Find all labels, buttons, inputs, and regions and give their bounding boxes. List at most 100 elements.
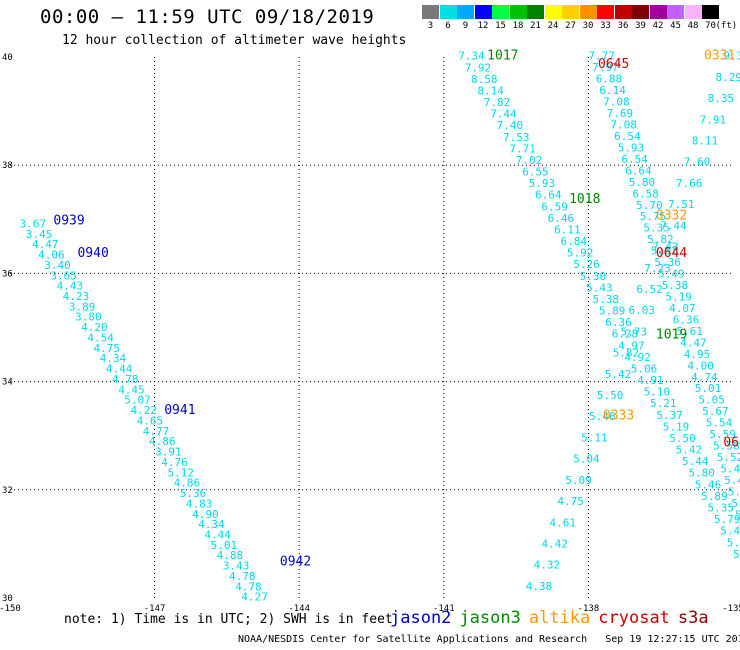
swh-value: 4.43 [57, 280, 84, 293]
legend-label: 27 [565, 21, 576, 31]
swh-value: 5.37 [728, 485, 740, 498]
legend-swatch [492, 5, 509, 19]
swh-value: 5.11 [581, 431, 608, 444]
pass-labels: 0939 0940 0941 0942 1017 1018 1019 0645 0644 0643… [53, 49, 740, 570]
legend-label: 33 [600, 21, 611, 31]
swh-value: 5.01 [695, 382, 722, 395]
swh-value: 5.06 [631, 363, 658, 376]
swh-value: 5.05 [739, 520, 740, 533]
swh-values: 3.673.454.474.063.403.654.434.233.893.80… [20, 50, 740, 604]
pass-time-label: 0333 [603, 408, 634, 423]
swh-value: 5.26 [573, 258, 600, 271]
legend-label: 9 [462, 21, 469, 31]
swh-value: 4.47 [680, 336, 707, 349]
swh-value: 4.83 [186, 497, 213, 510]
legend-swatch [684, 5, 702, 19]
pass-time-label: 1019 [656, 327, 687, 342]
legend-unit: (ft) [715, 21, 738, 31]
swh-value: 7.97 [592, 61, 619, 74]
legend-label: 48 [687, 21, 699, 31]
swh-value: 5.35 [643, 222, 670, 235]
pass-time-label: 1018 [569, 192, 600, 207]
legend-label: 70 [705, 21, 716, 31]
legend-label: 42 [652, 21, 664, 31]
swh-value: 6.58 [632, 187, 659, 200]
swh-value: 5.89 [701, 490, 728, 503]
swh-value: 7.51 [668, 198, 695, 211]
swh-value: 5.09 [565, 474, 592, 487]
swh-value: 5.49 [720, 463, 740, 476]
swh-value: 5.05 [698, 394, 725, 407]
legend-swatch [457, 5, 474, 19]
pass-time-label: 0645 [598, 57, 629, 72]
swh-value: 4.86 [149, 435, 176, 448]
swh-value: 8.14 [477, 85, 504, 98]
swh-value: 5.70 [636, 199, 663, 212]
swh-value: 8.11 [692, 135, 719, 148]
pass-time-label: 0940 [77, 246, 108, 261]
legend-label: 3 [427, 21, 434, 31]
swh-value: 4.32 [534, 559, 561, 572]
swh-value: 5.59 [709, 428, 736, 441]
swh-value: 4.00 [687, 359, 714, 372]
swh-value: 5.38 [593, 293, 620, 306]
swh-value: 7.91 [700, 113, 727, 126]
swh-value: 4.75 [557, 495, 584, 508]
swh-value: 4.07 [669, 302, 696, 315]
swh-value: 5.04 [573, 453, 600, 466]
satellite-legend: jason2 jason3 altika cryosat s3a [390, 608, 717, 628]
footer-credit: NOAA/NESDIS Center for Satellite Applica… [238, 634, 740, 645]
swh-value: 5.50 [669, 432, 696, 445]
swh-value: 6.54 [621, 153, 648, 166]
swh-value: 5.54 [706, 417, 733, 430]
swh-value: 5.19 [665, 291, 692, 304]
x-tick-label: -141 [433, 604, 455, 614]
swh-value: 6.59 [541, 200, 568, 213]
pass-time-label: 0644 [656, 246, 687, 261]
swh-value: 4.38 [526, 580, 553, 593]
x-tick-label: -147 [144, 604, 166, 614]
satellite-label-jason3: jason3 [459, 608, 521, 628]
swh-value: 6.52 [636, 283, 663, 296]
swh-value: 9.33 [723, 50, 740, 63]
x-tick-label: -138 [578, 604, 600, 614]
swh-value: 3.45 [26, 228, 53, 241]
swh-value: 4.77 [143, 425, 170, 438]
swh-value: 7.71 [509, 142, 536, 155]
swh-value: 6.36 [605, 316, 632, 329]
swh-value: 5.75 [640, 210, 667, 223]
swh-value: 5.07 [124, 394, 151, 407]
swh-value: 4.78 [112, 373, 139, 386]
legend-swatch [632, 5, 649, 19]
swh-value: 7.23 [644, 262, 671, 275]
swh-value: 7.53 [503, 131, 530, 144]
swh-value: 5.35 [708, 502, 735, 515]
swh-value: 7.44 [660, 219, 687, 232]
swh-value: 6.88 [596, 73, 623, 86]
y-tick-label: 30 [2, 594, 13, 604]
legend-label: 21 [530, 21, 541, 31]
swh-value: 7.02 [516, 154, 543, 167]
legend-swatch [527, 5, 544, 19]
swh-value: 4.78 [235, 580, 262, 593]
swh-value: 3.65 [50, 269, 77, 282]
swh-value: 3.40 [44, 259, 71, 272]
swh-value: 5.92 [567, 247, 594, 260]
legend-label: 18 [512, 21, 524, 31]
legend-swatch [614, 5, 632, 19]
legend-swatch [597, 5, 614, 19]
swh-value: 5.37 [656, 409, 683, 422]
swh-value: 4.54 [87, 332, 114, 345]
swh-value: 8.29 [716, 71, 740, 84]
swh-value: 4.45 [118, 383, 145, 396]
swh-value: 7.60 [684, 156, 711, 169]
swh-value: 3.91 [155, 446, 182, 459]
swh-value: 7.66 [676, 177, 703, 190]
swh-value: 5.21 [650, 397, 677, 410]
swh-value: 6.64 [625, 164, 652, 177]
pass-time-label: 0939 [53, 214, 84, 229]
swh-value: 7.69 [607, 107, 634, 120]
legend-swatch [544, 5, 562, 19]
swh-value: 6.84 [561, 235, 588, 248]
